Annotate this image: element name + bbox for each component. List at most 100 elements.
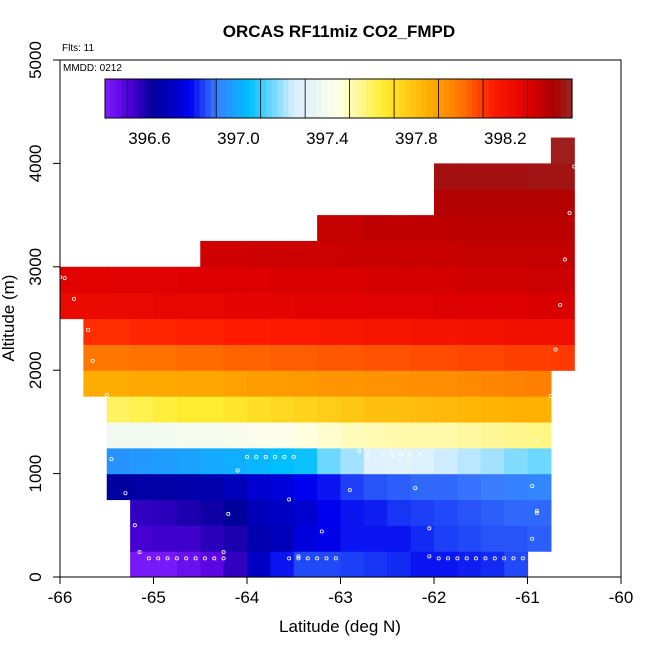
- sample-point: [296, 556, 301, 561]
- sample-point: [567, 211, 572, 216]
- heatmap-cell: [480, 370, 505, 397]
- heatmap-cell: [106, 266, 131, 294]
- heatmap-cell: [550, 163, 575, 190]
- colorbar-tick-label: 397.8: [395, 129, 438, 148]
- heatmap-cell: [340, 318, 365, 345]
- colorbar-swatch: [155, 79, 162, 118]
- heatmap-cell: [83, 266, 108, 294]
- sample-point: [132, 523, 137, 528]
- heatmap-cell: [340, 473, 365, 501]
- heatmap-cell: [480, 266, 505, 294]
- sample-point: [62, 276, 67, 281]
- heatmap-cell: [270, 266, 295, 294]
- colorbar-swatch: [249, 79, 256, 118]
- heatmap-cell: [504, 525, 529, 552]
- heatmap-cell: [363, 525, 388, 552]
- heatmap-cell: [293, 318, 318, 345]
- heatmap-cell: [434, 551, 458, 578]
- heatmap-cell: [410, 292, 435, 320]
- heatmap-cell: [130, 266, 155, 294]
- heatmap-cell: [223, 266, 248, 294]
- heatmap-cell: [200, 318, 225, 345]
- heatmap-cell: [457, 318, 482, 345]
- heatmap-cell: [176, 396, 201, 423]
- sample-point: [520, 556, 525, 561]
- heatmap-cell: [293, 499, 318, 526]
- sample-point: [446, 556, 451, 561]
- heatmap-cell: [106, 396, 131, 423]
- heatmap-cell: [153, 318, 178, 345]
- heatmap-cell: [317, 421, 342, 449]
- heatmap-cell: [200, 266, 225, 294]
- heatmap-cell: [317, 344, 342, 371]
- heatmap-cell: [387, 266, 412, 294]
- heatmap-cell: [270, 525, 295, 552]
- colorbar-swatch: [110, 79, 117, 118]
- sample-point: [502, 556, 507, 561]
- heatmap-cell: [387, 421, 412, 449]
- heatmap-cell: [223, 499, 248, 526]
- heatmap-cell: [480, 163, 505, 190]
- heatmap-cell: [153, 266, 178, 294]
- heatmap-cell: [223, 396, 248, 423]
- sample-point: [287, 556, 292, 561]
- heatmap-cell: [387, 344, 412, 371]
- colorbar-swatch: [166, 79, 173, 118]
- heatmap-cell: [410, 370, 435, 397]
- sample-point: [291, 455, 296, 460]
- heatmap-cell: [457, 421, 482, 449]
- colorbar-tick-label: 398.2: [484, 129, 527, 148]
- heatmap-cell: [363, 499, 388, 526]
- heatmap-cell: [387, 447, 412, 475]
- heatmap-cell: [130, 292, 155, 320]
- colorbar-swatch: [199, 79, 206, 118]
- heatmap-cell: [317, 525, 342, 552]
- sample-point: [413, 486, 418, 491]
- heatmap-cell: [363, 551, 388, 578]
- colorbar-swatch: [438, 79, 445, 118]
- heatmap-cell: [317, 396, 342, 423]
- heatmap-cell: [387, 525, 412, 552]
- heatmap-cell: [457, 163, 482, 190]
- heatmap-cell: [200, 421, 225, 449]
- heatmap-cell: [153, 421, 178, 449]
- heatmap-cell: [387, 499, 412, 526]
- sample-point: [530, 536, 535, 541]
- heatmap-cell: [130, 447, 155, 475]
- colorbar-swatch: [310, 79, 317, 118]
- heatmap-cell: [480, 292, 505, 320]
- colorbar-swatch: [449, 79, 456, 118]
- heatmap-cell: [247, 473, 271, 501]
- colorbar-swatch: [555, 79, 562, 118]
- colorbar-swatch: [193, 79, 201, 118]
- heatmap-cell: [317, 215, 342, 242]
- heatmap-cell: [293, 421, 318, 449]
- sample-point: [193, 556, 198, 561]
- heatmap-cell: [83, 292, 108, 320]
- sample-point: [226, 511, 231, 516]
- heatmap-cell: [270, 447, 295, 475]
- heatmap-cell: [247, 266, 271, 294]
- heatmap-cell: [480, 396, 505, 423]
- sample-point: [553, 347, 558, 352]
- heatmap-cell: [504, 499, 529, 526]
- colorbar-tick-label: 396.6: [128, 129, 171, 148]
- heatmap-cell: [457, 370, 482, 397]
- heatmap-cell: [480, 240, 505, 268]
- y-tick-label: 3000: [26, 248, 45, 286]
- heatmap-cell: [153, 370, 178, 397]
- colorbar-swatch: [282, 79, 290, 118]
- x-axis: -66 -65 -64 -63 -62 -61 -60: [48, 577, 633, 607]
- heatmap-cell: [340, 551, 365, 578]
- heatmap-cell: [200, 525, 225, 552]
- heatmap-cell: [527, 525, 552, 552]
- colorbar-swatch: [105, 79, 112, 118]
- heatmap-cell: [176, 318, 201, 345]
- sample-point: [296, 554, 301, 559]
- heatmap-cell: [270, 344, 295, 371]
- heatmap-cell: [363, 292, 388, 320]
- colorbar-swatch: [299, 79, 306, 118]
- heatmap-cell: [550, 215, 575, 242]
- heatmap-cell: [504, 292, 529, 320]
- heatmap-cell: [130, 344, 155, 371]
